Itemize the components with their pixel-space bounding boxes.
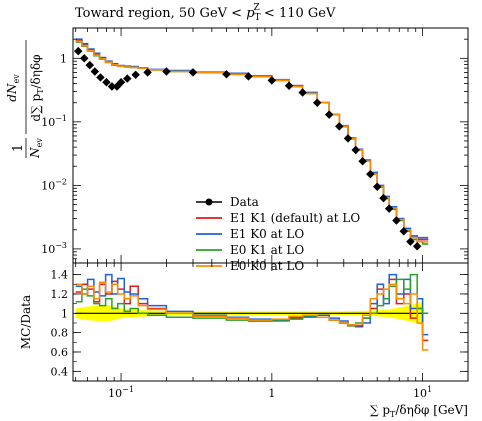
- data-point: [351, 145, 360, 155]
- svg-text:Nev: Nev: [28, 138, 44, 159]
- x-axis-label: ∑ pT/δηδφ [GeV]: [370, 403, 468, 419]
- legend-label-data: Data: [230, 195, 259, 209]
- data-point: [90, 67, 100, 76]
- data-point: [162, 67, 171, 76]
- y-tick-label-ratio: 0.4: [51, 365, 69, 378]
- y-tick-label-main: 1: [60, 52, 67, 65]
- y-tick-label-ratio: 1: [61, 307, 68, 320]
- y-tick-label-ratio: 1.4: [51, 269, 69, 282]
- data-point: [343, 134, 353, 143]
- legend-label-e0-k1-at-lo: E0 K1 at LO: [230, 243, 304, 257]
- chart-title: Toward region, 50 GeV < pTZ < 110 GeV: [75, 3, 336, 23]
- legend-label-e1-k0-at-lo: E1 K0 at LO: [230, 227, 304, 241]
- svg-text:d∑ pT/δηδφ: d∑ pT/δηδφ: [29, 54, 45, 121]
- data-point: [392, 216, 401, 225]
- y-tick-label-ratio: 0.6: [51, 346, 69, 359]
- x-tick-label: 10−1: [108, 385, 134, 400]
- data-point: [399, 226, 409, 236]
- legend: Data E1 K1 (default) at LO E1 K0 at LO E0 K…: [196, 195, 360, 273]
- ratio-line-e0-k1-at-lo: [75, 273, 429, 327]
- data-point: [85, 60, 95, 70]
- data-point: [298, 88, 307, 97]
- data-point: [222, 70, 231, 79]
- main-panel: 10−3 10−2 10−1 1: [41, 27, 469, 264]
- data-point: [107, 82, 117, 91]
- legend-label-e1-k1-default-at-lo: E1 K1 (default) at LO: [230, 211, 360, 225]
- data-point: [372, 182, 382, 192]
- series-line-e0-k0-at-lo: [75, 40, 429, 243]
- data-point: [412, 242, 422, 251]
- ratio-ticks-group: 0.4 0.6 0.8 1 1.2 1.4 10−1 1 101: [51, 263, 469, 400]
- data-point: [116, 78, 126, 87]
- data-point: [188, 68, 198, 77]
- main-ticks-group: 10−3 10−2 10−1 1: [41, 27, 469, 264]
- data-point: [358, 156, 367, 166]
- data-point: [143, 68, 152, 77]
- data-point: [123, 74, 132, 83]
- data-point: [267, 76, 277, 85]
- x-tick-label: 1: [268, 387, 275, 400]
- data-point: [406, 237, 415, 246]
- data-point: [379, 193, 388, 203]
- data-point: [384, 204, 394, 213]
- data-point: [312, 98, 322, 107]
- data-point: [335, 122, 344, 131]
- data-point: [284, 81, 294, 90]
- y-tick-label-main: 10−1: [41, 114, 67, 129]
- svg-text:1: 1: [11, 144, 26, 152]
- data-point: [366, 169, 375, 179]
- ratio-series-group: [75, 273, 429, 351]
- legend-marker-data: [205, 198, 213, 206]
- main-y-axis-label: 1 Nev dNev d∑ pT/δηδφ: [5, 40, 45, 159]
- y-tick-label-main: 10−2: [41, 177, 67, 192]
- y-tick-label-ratio: 1.2: [51, 288, 69, 301]
- y-tick-label-ratio: 0.8: [51, 327, 69, 340]
- legend-label-e0-k0-at-lo: E0 K0 at LO: [230, 259, 304, 273]
- main-series-group: [73, 38, 429, 251]
- ratio-plot-frame: [72, 262, 469, 382]
- data-point: [244, 72, 253, 81]
- series-line-e1-k1-default-at-lo: [75, 39, 429, 241]
- ratio-data-band: [75, 301, 423, 325]
- ratio-line-e1-k0-at-lo: [75, 273, 429, 336]
- ratio-panel: 0.4 0.6 0.8 1 1.2 1.4 10−1 1 101: [51, 262, 469, 400]
- data-point: [324, 110, 334, 119]
- data-point: [131, 70, 140, 80]
- ratio-line-e0-k0-at-lo: [75, 281, 429, 351]
- data-point: [96, 73, 105, 82]
- ratio-y-axis-label: MC/Data: [19, 295, 33, 349]
- data-point: [102, 78, 111, 87]
- svg-text:dNev: dNev: [5, 74, 21, 102]
- y-tick-label-main: 10−3: [41, 241, 67, 256]
- x-tick-label: 101: [413, 385, 432, 400]
- data-point: [73, 46, 83, 56]
- data-point: [80, 54, 89, 63]
